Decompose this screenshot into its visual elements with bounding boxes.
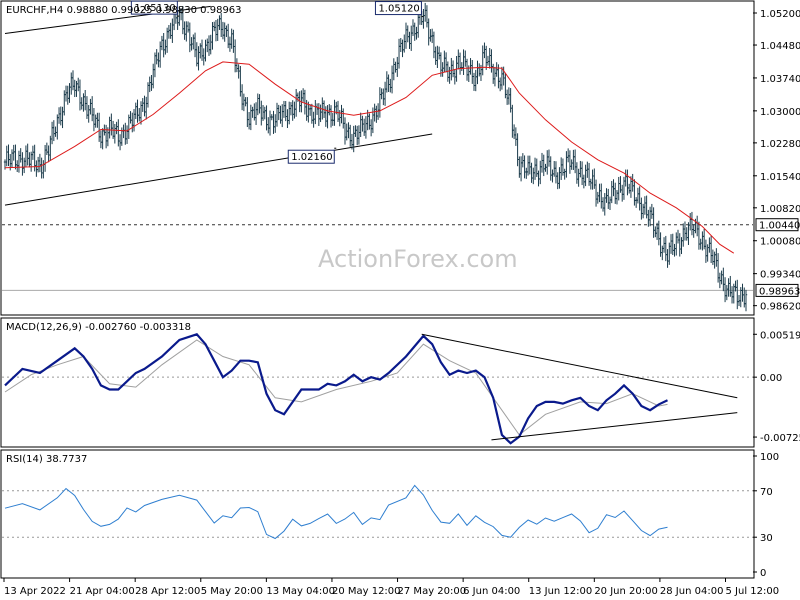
level-tag-0 xyxy=(755,218,799,232)
time-tick-label: 21 Apr 04:00 xyxy=(70,586,135,597)
rsi-tick-label: 0 xyxy=(760,568,766,579)
price-tick-label: 0.98620 xyxy=(760,302,800,313)
rsi-indicator xyxy=(2,484,753,540)
ma-line xyxy=(4,61,735,254)
time-tick-label: 6 Jun 04:00 xyxy=(463,586,520,597)
price-tick-label: 1.04480 xyxy=(760,41,800,52)
rsi-panel xyxy=(0,449,755,579)
price-tick-label: 1.02280 xyxy=(760,139,800,150)
macd-label: MACD(12,26,9) -0.002760 -0.003318 xyxy=(6,322,191,333)
symbol-header: EURCHF,H4 0.98880 0.99025 0.98830 0.9896… xyxy=(6,5,242,16)
swing-box-2 xyxy=(287,149,335,164)
level-tag-text-0: 1.00440 xyxy=(759,221,800,232)
horizontal-levels: 1.00440 0.98963 xyxy=(2,218,800,297)
price-tick-label: 1.00080 xyxy=(760,237,800,248)
price-tick-label: 1.03740 xyxy=(760,74,800,85)
price-tick-label: 1.05200 xyxy=(760,9,800,20)
swing-label-2: 1.02160 xyxy=(291,152,332,163)
rsi-tick-label: 70 xyxy=(760,487,773,498)
level-tag-1 xyxy=(755,283,799,297)
channel-line-1 xyxy=(4,133,433,206)
swing-box-1 xyxy=(374,1,422,16)
macd-signal-line xyxy=(4,339,668,436)
main-panel xyxy=(0,0,755,316)
swing-label-0: 1.05130 xyxy=(134,3,175,14)
price-tick-label: 1.01540 xyxy=(760,172,800,183)
price-tick-label: 1.03000 xyxy=(760,107,800,118)
rsi-tick-label: 30 xyxy=(760,533,773,544)
time-tick-label: 13 Apr 2022 xyxy=(4,586,66,597)
macd-tick-label: -0.007259 xyxy=(760,433,800,444)
price-tick-label: 0.99340 xyxy=(760,270,800,281)
time-tick-label: 28 Apr 12:00 xyxy=(135,586,200,597)
ohlc-bar xyxy=(744,289,748,312)
time-tick-label: 27 May 20:00 xyxy=(398,586,467,597)
macd-indicator xyxy=(2,333,753,445)
price-axis: 1.05200 1.04480 1.03740 1.03000 1.02280 1.015… xyxy=(753,9,800,313)
rsi-tick-label: 100 xyxy=(760,452,779,463)
time-tick-label: 5 Jul 12:00 xyxy=(726,586,780,597)
time-tick-label: 20 Jun 20:00 xyxy=(594,586,658,597)
macd-trendline-0 xyxy=(421,333,738,399)
time-axis: 13 Apr 2022 21 Apr 04:00 28 Apr 12:00 5 May… xyxy=(3,578,780,597)
watermark: ActionForex.com xyxy=(318,245,518,273)
time-tick-label: 13 Jun 12:00 xyxy=(529,586,593,597)
macd-tick-label: 0.00 xyxy=(760,373,782,384)
rsi-line xyxy=(4,484,668,540)
rsi-label: RSI(14) 38.7737 xyxy=(6,454,87,465)
swing-box-0 xyxy=(130,0,178,15)
macd-tick-label: 0.005196 xyxy=(760,330,800,341)
price-tick-label: 1.00820 xyxy=(760,204,800,215)
price-bars xyxy=(3,2,748,312)
level-tag-text-1: 0.98963 xyxy=(759,286,800,297)
time-tick-label: 5 May 20:00 xyxy=(201,586,263,597)
moving-average xyxy=(4,61,735,254)
macd-trendline-1 xyxy=(491,412,738,441)
macd-panel xyxy=(0,317,755,448)
swing-label-1: 1.05120 xyxy=(378,4,419,15)
macd-main-line xyxy=(4,333,668,445)
time-tick-label: 20 May 12:00 xyxy=(332,586,401,597)
rsi-axis: 100 70 30 0 xyxy=(753,452,779,579)
time-tick-label: 13 May 04:00 xyxy=(266,586,335,597)
time-tick-label: 28 Jun 04:00 xyxy=(660,586,724,597)
swing-labels: 1.05130 1.05120 1.02160 xyxy=(130,0,424,164)
macd-axis: 0.005196 0.00 -0.007259 xyxy=(753,330,800,444)
